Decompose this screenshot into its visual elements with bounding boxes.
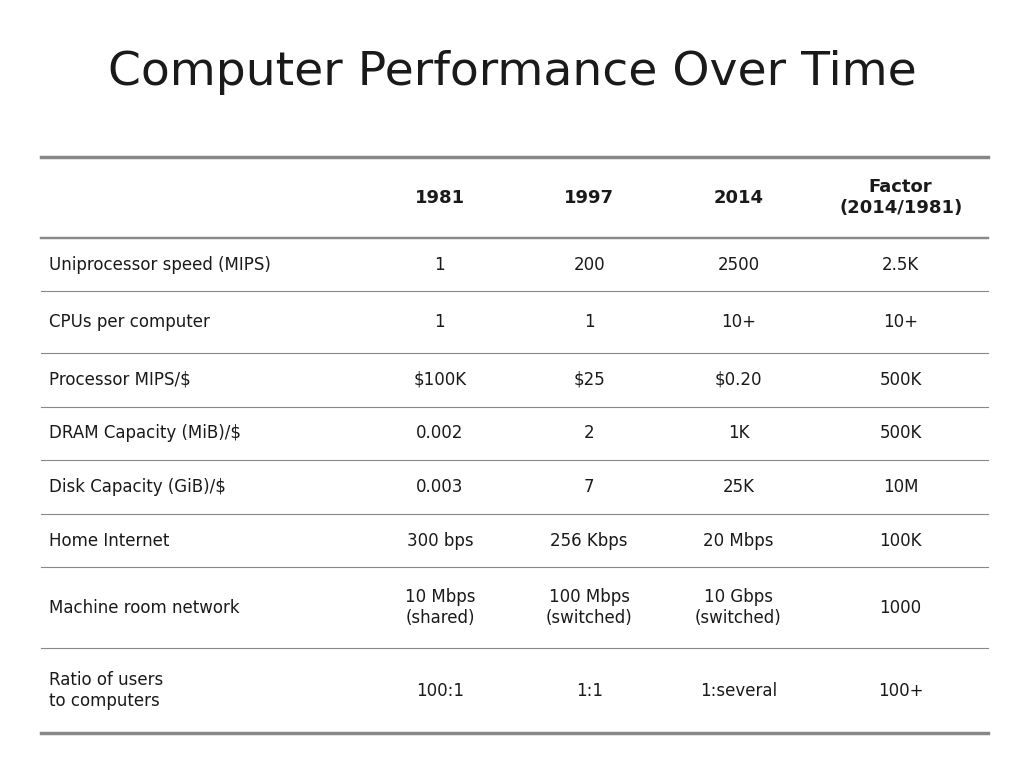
Text: 25K: 25K <box>723 478 755 496</box>
Text: 1000: 1000 <box>880 598 922 617</box>
Text: Uniprocessor speed (MIPS): Uniprocessor speed (MIPS) <box>49 256 271 273</box>
Text: 20 Mbps: 20 Mbps <box>703 531 774 550</box>
Text: 10+: 10+ <box>721 313 756 331</box>
Text: $0.20: $0.20 <box>715 371 762 389</box>
Text: $100K: $100K <box>414 371 467 389</box>
Text: 1: 1 <box>434 313 445 331</box>
Text: Ratio of users
to computers: Ratio of users to computers <box>49 671 164 710</box>
Text: DRAM Capacity (MiB)/$: DRAM Capacity (MiB)/$ <box>49 425 242 442</box>
Text: 1:several: 1:several <box>700 681 777 700</box>
Text: 7: 7 <box>584 478 595 496</box>
Text: Home Internet: Home Internet <box>49 531 170 550</box>
Text: $25: $25 <box>573 371 605 389</box>
Text: 1: 1 <box>434 256 445 273</box>
Text: 100:1: 100:1 <box>416 681 464 700</box>
Text: 2500: 2500 <box>718 256 760 273</box>
Text: 0.003: 0.003 <box>416 478 464 496</box>
Text: 10 Mbps
(shared): 10 Mbps (shared) <box>404 588 475 627</box>
Text: 10 Gbps
(switched): 10 Gbps (switched) <box>695 588 782 627</box>
Text: Machine room network: Machine room network <box>49 598 240 617</box>
Text: 1: 1 <box>584 313 595 331</box>
Text: 2: 2 <box>584 425 595 442</box>
Text: 0.002: 0.002 <box>416 425 464 442</box>
Text: 1:1: 1:1 <box>575 681 603 700</box>
Text: 1981: 1981 <box>415 189 465 207</box>
Text: 100K: 100K <box>880 531 922 550</box>
Text: 2.5K: 2.5K <box>882 256 920 273</box>
Text: Computer Performance Over Time: Computer Performance Over Time <box>108 50 916 95</box>
Text: 256 Kbps: 256 Kbps <box>551 531 628 550</box>
Text: 2014: 2014 <box>714 189 764 207</box>
Text: 10M: 10M <box>883 478 919 496</box>
Text: 100 Mbps
(switched): 100 Mbps (switched) <box>546 588 633 627</box>
Text: 100+: 100+ <box>878 681 924 700</box>
Text: 300 bps: 300 bps <box>407 531 473 550</box>
Text: Factor
(2014/1981): Factor (2014/1981) <box>839 178 963 217</box>
Text: 500K: 500K <box>880 425 922 442</box>
Text: 10+: 10+ <box>883 313 919 331</box>
Text: 500K: 500K <box>880 371 922 389</box>
Text: Processor MIPS/$: Processor MIPS/$ <box>49 371 190 389</box>
Text: CPUs per computer: CPUs per computer <box>49 313 210 331</box>
Text: 1997: 1997 <box>564 189 614 207</box>
Text: Disk Capacity (GiB)/$: Disk Capacity (GiB)/$ <box>49 478 226 496</box>
Text: 200: 200 <box>573 256 605 273</box>
Text: 1K: 1K <box>728 425 750 442</box>
